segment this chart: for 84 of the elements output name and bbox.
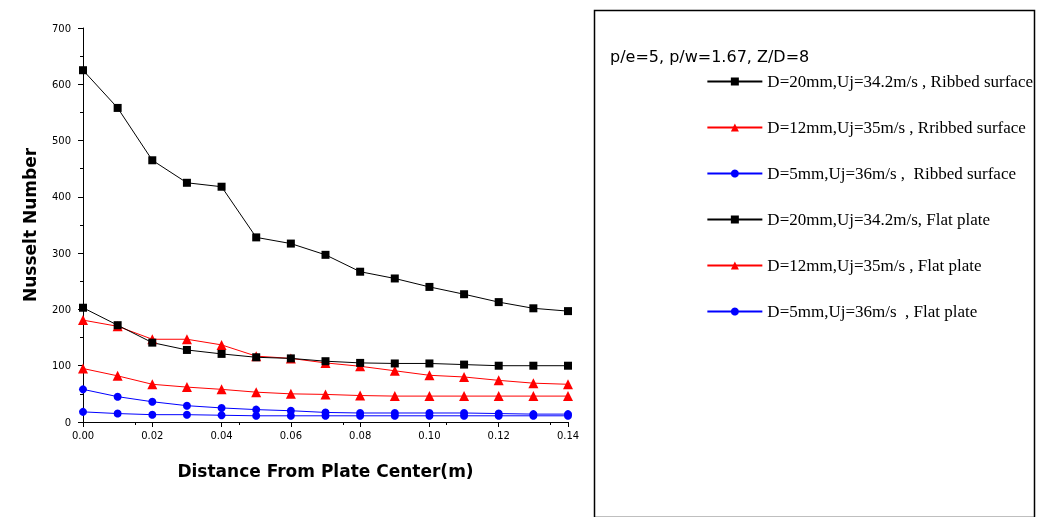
point [79, 385, 87, 394]
point [182, 178, 191, 187]
y-tick-label: 200 [51, 303, 71, 315]
point [78, 363, 88, 374]
point [355, 390, 366, 401]
point [78, 315, 88, 326]
point [251, 387, 262, 398]
point [529, 361, 538, 370]
point [148, 156, 157, 165]
x-tick-label: 0.02 [141, 429, 164, 441]
y-tick-label: 100 [51, 360, 71, 372]
point [494, 361, 503, 370]
point [147, 379, 158, 390]
y-tick-label: 500 [51, 135, 71, 147]
x-tick-label: 0.04 [210, 429, 233, 441]
point [148, 410, 157, 419]
legend-label: D=12mm,Uj=35m/s , Rribbed surface [767, 118, 1026, 137]
point [182, 401, 191, 410]
y-tick-label: 600 [51, 78, 71, 90]
x-tick-label: 0.06 [279, 429, 302, 441]
legend-label: D=5mm,Uj=36m/s , Flat plate [767, 302, 978, 321]
point [564, 361, 572, 370]
point [493, 375, 504, 386]
point [112, 370, 123, 381]
point [217, 411, 226, 420]
point [217, 182, 226, 191]
point [425, 359, 434, 368]
point [424, 391, 435, 402]
y-tick-label: 400 [51, 191, 71, 203]
point [252, 411, 261, 420]
point [493, 391, 504, 402]
point [459, 371, 470, 382]
y-tick-label: 700 [51, 22, 71, 34]
point [494, 298, 503, 307]
point [425, 282, 434, 291]
point [216, 339, 227, 350]
legend-label: D=20mm,Uj=34.2m/s, Flat plate [767, 210, 991, 229]
point [459, 391, 470, 402]
point [113, 409, 122, 418]
point [182, 410, 191, 419]
legend-label: D=20mm,Uj=34.2m/s , Ribbed surface [767, 72, 1034, 91]
point [529, 304, 538, 313]
point [113, 392, 122, 401]
y-tick-label: 0 [64, 416, 71, 428]
point [424, 370, 435, 381]
point [182, 345, 191, 354]
point [216, 384, 227, 395]
point [79, 407, 87, 416]
point [286, 239, 295, 248]
x-axis-title: Distance From Plate Center(m) [177, 460, 474, 481]
x-tick-label: 0.00 [71, 429, 95, 441]
point [181, 334, 192, 345]
point [564, 307, 572, 316]
point [528, 378, 539, 389]
y-axis-title: Nusselt Number [19, 147, 40, 303]
point [113, 103, 122, 112]
point [252, 233, 261, 242]
point [390, 274, 399, 283]
point [563, 391, 573, 402]
point [389, 391, 400, 402]
y-tick-label: 300 [51, 247, 71, 259]
x-tick-label: 0.10 [418, 429, 441, 441]
legend-label: D=12mm,Uj=35m/s , Flat plate [767, 256, 982, 275]
point [563, 379, 573, 390]
point [181, 382, 192, 393]
point [356, 267, 365, 276]
point [79, 303, 87, 312]
point [460, 290, 469, 299]
x-tick-label: 0.08 [349, 429, 372, 441]
x-tick-label: 0.14 [556, 429, 580, 441]
point [217, 349, 226, 358]
point [390, 359, 399, 368]
point [320, 389, 331, 400]
x-tick-label: 0.12 [487, 429, 510, 441]
point [460, 360, 469, 369]
legend-label: D=5mm,Uj=36m/s , Ribbed surface [767, 164, 1017, 183]
point [285, 388, 296, 399]
point [79, 66, 87, 75]
point [148, 338, 157, 347]
point [148, 397, 157, 406]
point [356, 358, 365, 367]
point [321, 250, 330, 259]
point [528, 391, 539, 402]
legend-title: p/e=5, p/w=1.67, Z/D=8 [610, 46, 810, 66]
